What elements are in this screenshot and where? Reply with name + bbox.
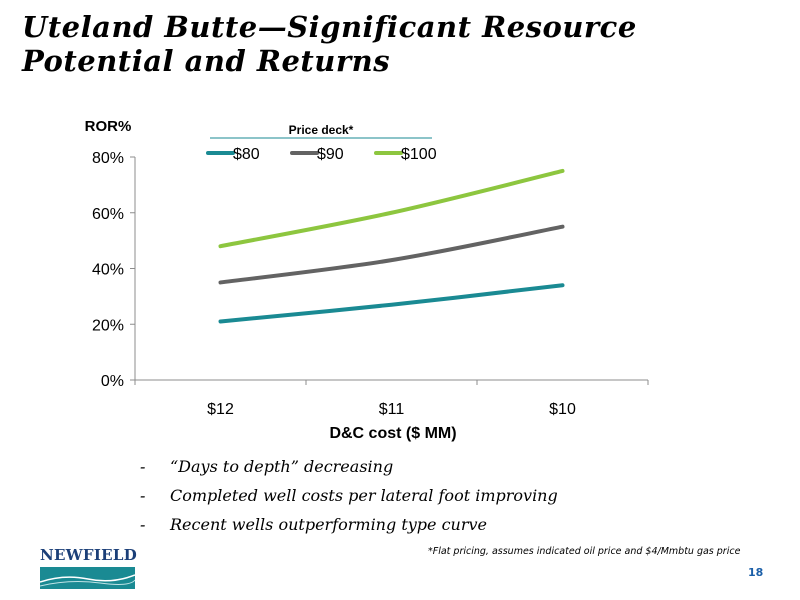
bullet-marker: -	[140, 486, 146, 505]
series-line	[218, 168, 565, 249]
data-point	[390, 303, 393, 307]
logo-text: NEWFIELD	[40, 546, 138, 564]
bullet-marker: -	[140, 457, 146, 476]
legend-title: Price deck*	[289, 123, 354, 137]
data-point	[561, 169, 564, 173]
data-point	[390, 211, 393, 215]
data-point	[561, 225, 564, 229]
slide-title: Uteland Butte—Significant Resource Poten…	[22, 10, 637, 78]
legend-label: $80	[233, 146, 260, 163]
legend-label: $90	[317, 146, 344, 163]
y-tick-label: 0%	[101, 373, 124, 390]
x-axis-title: D&C cost ($ MM)	[329, 425, 456, 442]
data-point	[219, 319, 222, 323]
legend-label: $100	[401, 146, 437, 163]
logo-mark-icon	[39, 567, 136, 589]
page-number: 18	[748, 566, 764, 579]
y-axis-title: ROR%	[85, 118, 132, 135]
bullet-marker: -	[140, 515, 146, 534]
bullet-item: - Recent wells outperforming type curve	[140, 510, 558, 539]
bullet-list: - “Days to depth” decreasing - Completed w…	[140, 452, 558, 539]
y-tick-label: 80%	[92, 150, 124, 167]
ror-line-chart: 0% 20% 40% 60% 80% $12 $11 $10 ROR% D&C cost ($ M…	[85, 118, 649, 442]
data-point	[561, 283, 564, 287]
footnote: *Flat pricing, assumes indicated oil pri…	[428, 546, 741, 557]
y-tick-label: 40%	[92, 262, 124, 279]
x-tick-label: $11	[379, 401, 405, 418]
bullet-item: - “Days to depth” decreasing	[140, 452, 558, 481]
y-tick-label: 20%	[92, 317, 124, 334]
data-point	[219, 280, 222, 284]
data-point	[219, 244, 222, 248]
bullet-item: - Completed well costs per lateral foot i…	[140, 481, 558, 510]
bullet-text: Recent wells outperforming type curve	[170, 515, 487, 534]
bullet-text: Completed well costs per lateral foot im…	[170, 486, 558, 505]
x-tick-label: $12	[207, 401, 234, 418]
newfield-logo: NEWFIELD	[39, 546, 138, 591]
x-tick-label: $10	[549, 401, 576, 418]
data-point	[390, 258, 393, 262]
y-tick-label: 60%	[92, 206, 124, 223]
bullet-text: “Days to depth” decreasing	[170, 457, 394, 476]
